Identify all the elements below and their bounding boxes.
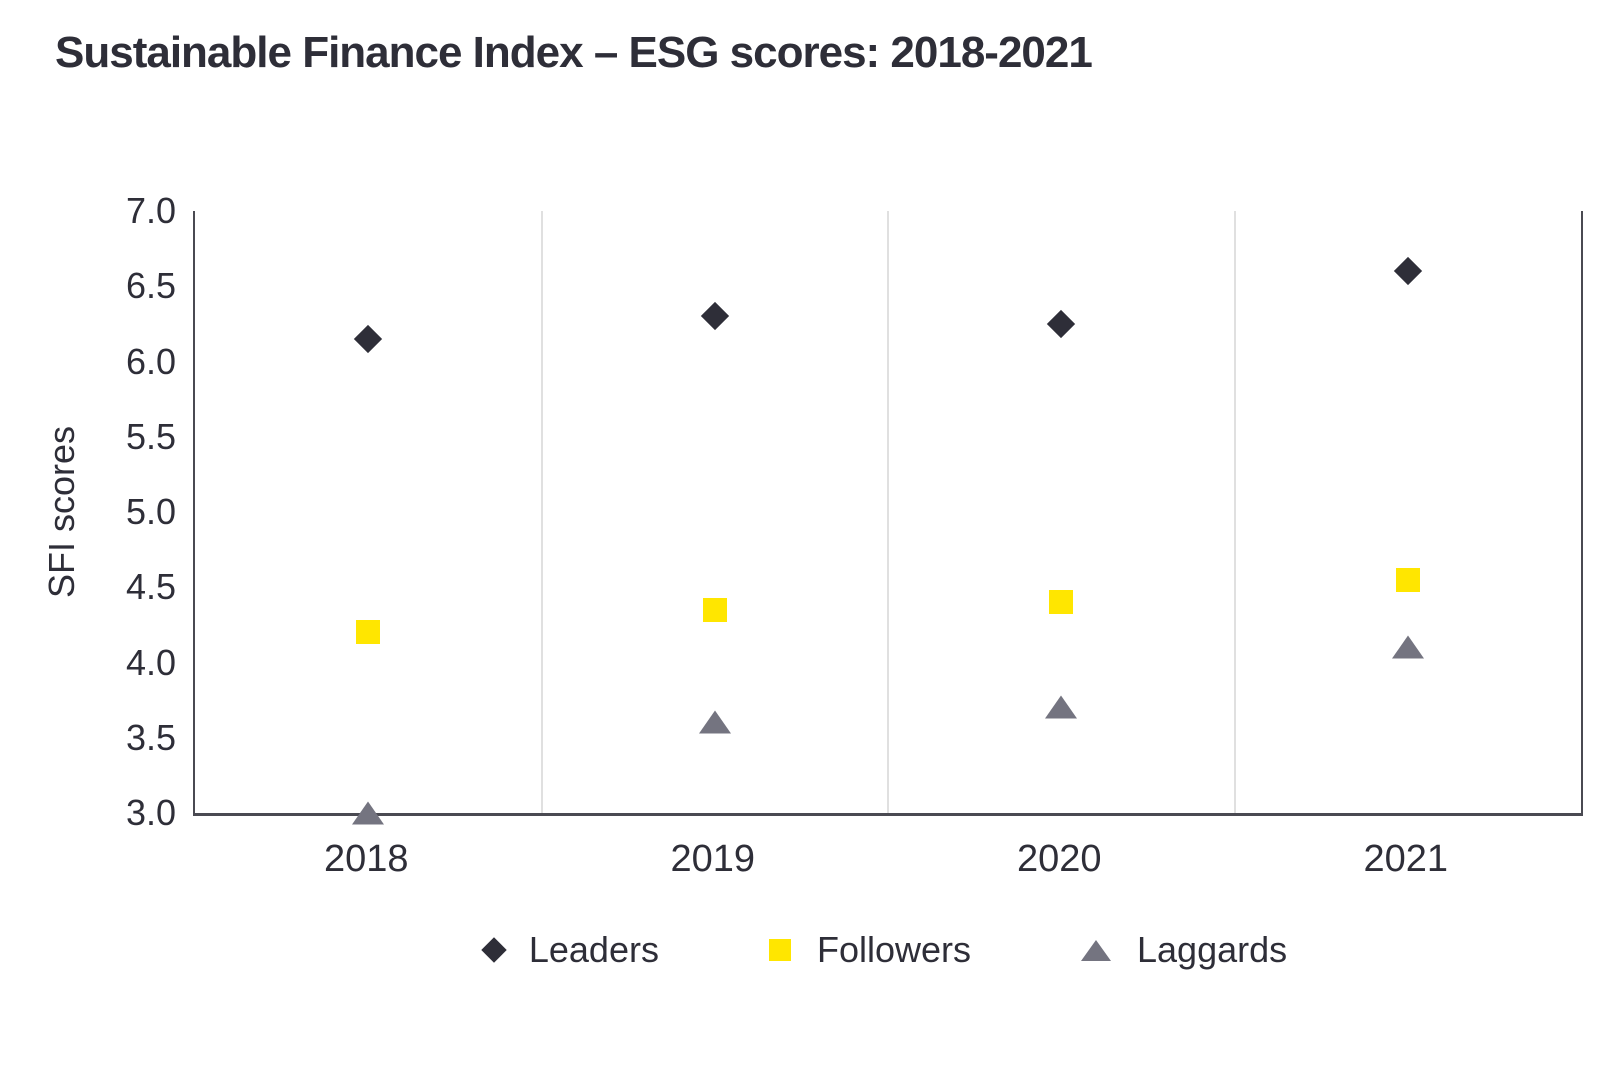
chart-title: Sustainable Finance Index – ESG scores: … <box>55 28 1093 77</box>
square-icon <box>768 939 791 961</box>
y-tick-label: 6.5 <box>125 265 176 307</box>
marker-followers-2020 <box>1049 590 1074 615</box>
legend-label: Laggards <box>1137 929 1288 970</box>
x-tick-label: 2020 <box>1016 838 1102 880</box>
triangle-icon <box>1081 939 1112 961</box>
marker-leaders-2019 <box>700 302 729 331</box>
marker-followers-2021 <box>1395 567 1420 592</box>
marker-leaders-2020 <box>1047 309 1076 339</box>
legend-label: Leaders <box>528 929 659 970</box>
legend: Leaders Followers Laggards <box>193 918 1579 982</box>
marker-leaders-2018 <box>354 324 383 354</box>
column-separator <box>540 211 543 813</box>
x-tick-label: 2018 <box>323 838 409 880</box>
column-separator <box>887 211 889 813</box>
marker-followers-2018 <box>356 620 381 645</box>
y-tick-label: 3.0 <box>125 792 176 833</box>
marker-leaders-2021 <box>1393 257 1422 286</box>
legend-label: Followers <box>816 929 972 970</box>
y-tick-label: 5.5 <box>125 415 176 457</box>
marker-laggards-2020 <box>1045 695 1078 719</box>
x-tick-label: 2019 <box>670 838 756 880</box>
marker-laggards-2019 <box>698 710 731 734</box>
y-tick-label: 4.5 <box>125 566 176 608</box>
legend-item-leaders: Leaders <box>481 929 659 971</box>
x-tick-label: 2021 <box>1363 838 1449 880</box>
diamond-icon <box>481 937 507 963</box>
column-separator <box>1233 211 1236 813</box>
y-tick-label: 3.5 <box>125 716 176 758</box>
plot-area <box>193 211 1583 824</box>
marker-laggards-2021 <box>1391 635 1424 659</box>
legend-item-followers: Followers <box>768 929 972 971</box>
y-tick-label: 4.0 <box>125 641 176 683</box>
legend-item-laggards: Laggards <box>1081 929 1287 971</box>
y-tick-label: 7.0 <box>125 190 176 231</box>
marker-laggards-2018 <box>352 801 385 824</box>
marker-followers-2019 <box>702 597 727 622</box>
y-tick-label: 6.0 <box>125 340 176 382</box>
y-tick-label: 5.0 <box>125 491 176 532</box>
